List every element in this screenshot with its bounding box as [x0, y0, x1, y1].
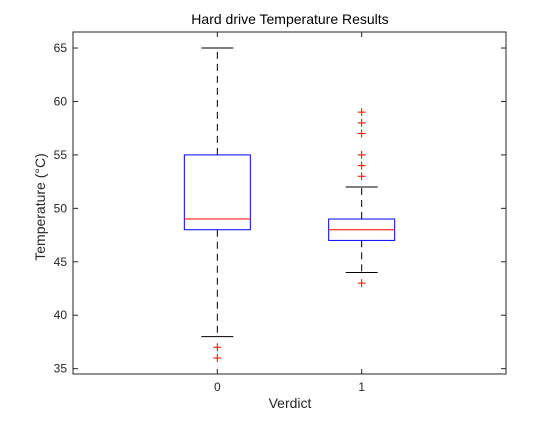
y-tick-label: 35 [54, 362, 68, 376]
outlier-marker [357, 150, 366, 159]
y-tick-label: 55 [54, 148, 68, 162]
outlier-marker [357, 129, 366, 138]
y-tick-label: 65 [54, 41, 68, 55]
outlier-marker [213, 353, 222, 362]
outlier-marker [357, 172, 366, 181]
axes: 35 40 45 50 55 60 65 0 1 [54, 31, 507, 394]
y-tick-label: 40 [54, 308, 68, 322]
y-axis-label: Temperature (°C) [32, 153, 48, 261]
y-tick-label: 50 [54, 201, 68, 215]
outlier-marker [357, 161, 366, 170]
outlier-marker [213, 343, 222, 352]
outlier-marker [357, 279, 366, 288]
axes-frame [72, 31, 507, 375]
y-tick-label: 45 [54, 255, 68, 269]
chart-title: Hard drive Temperature Results [191, 11, 388, 27]
outlier-marker [357, 108, 366, 117]
box-group-1 [328, 108, 396, 288]
outlier-marker [357, 118, 366, 127]
y-tick-label: 60 [54, 94, 68, 108]
box-group-0 [183, 47, 251, 362]
x-tick-label: 0 [214, 380, 221, 394]
iqr-box [183, 154, 251, 231]
boxes [183, 47, 396, 362]
x-tick-label: 1 [358, 380, 365, 394]
x-axis-label: Verdict [269, 395, 312, 411]
